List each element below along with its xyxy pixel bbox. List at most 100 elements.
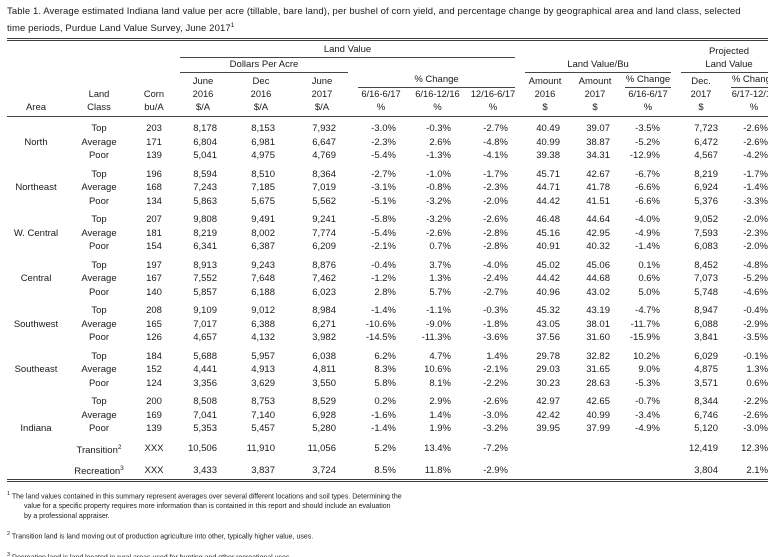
area-cell xyxy=(7,299,65,318)
value-cell: -1.4% xyxy=(371,423,396,435)
value-cell: -2.1% xyxy=(371,241,396,253)
value-cell: 7,774 xyxy=(312,227,336,239)
value-cell: 6.2% xyxy=(374,350,396,362)
value-cell: 6,029 xyxy=(694,350,718,362)
table-row: Top 208 9,109 9,012 8,984 -1.4% -1.1% -0.3% 45.3… xyxy=(7,299,768,318)
value-cell: 4,567 xyxy=(694,150,718,162)
area-cell xyxy=(7,208,65,227)
area-cell: North xyxy=(24,136,48,148)
header-row-2: Dollars Per Acre Land Value/Bu Land Valu… xyxy=(7,58,768,74)
value-cell: -4.7% xyxy=(635,305,660,317)
value-cell: 45.32 xyxy=(536,305,560,317)
value-cell: 44.42 xyxy=(536,195,560,207)
value-cell: -3.0% xyxy=(371,123,396,135)
value-cell: 8,947 xyxy=(694,305,718,317)
table-row: Top 207 9,808 9,491 9,241 -5.8% -3.2% -2.6% 46.4… xyxy=(7,208,768,227)
value-cell: 5,120 xyxy=(694,423,718,435)
header-range: 6/16-6/17 xyxy=(628,89,668,100)
value-cell: 5,957 xyxy=(251,350,275,362)
value-cell: -9.0% xyxy=(426,318,451,330)
value-cell: 8,153 xyxy=(251,123,275,135)
value-cell: 2.6% xyxy=(429,136,451,148)
value-cell: -10.6% xyxy=(365,318,396,330)
land-class-cell: Average xyxy=(81,409,117,421)
value-cell: 5,376 xyxy=(694,195,718,207)
header-range: 6/16-6/17 xyxy=(361,89,401,100)
value-cell: 42.95 xyxy=(586,227,610,239)
value-cell: -1.7% xyxy=(483,168,508,180)
value-cell: 9,243 xyxy=(251,259,275,271)
value-cell: 3,433 xyxy=(193,464,217,476)
header-pct-change: % Change xyxy=(625,73,671,89)
area-cell xyxy=(7,345,65,364)
value-cell: -0.1% xyxy=(743,350,768,362)
header-unit: $ xyxy=(570,101,620,118)
value-cell: -6.6% xyxy=(635,182,660,194)
land-class-cell: Average xyxy=(81,273,117,285)
value-cell: -2.0% xyxy=(743,214,768,226)
value-cell: 5.7% xyxy=(429,286,451,298)
value-cell xyxy=(620,436,676,458)
table-row: Top 184 5,688 5,957 6,038 6.2% 4.7% 1.4% 29.78 32… xyxy=(7,345,768,364)
value-cell: -1.4% xyxy=(371,305,396,317)
header-dec: Dec xyxy=(252,76,270,88)
value-cell: 0.1% xyxy=(638,259,660,271)
value-cell: 8,219 xyxy=(193,227,217,239)
value-cell: 4,441 xyxy=(193,364,217,376)
value-cell: 6,088 xyxy=(694,318,718,330)
table-row: North Average 171 6,804 6,981 6,647 -2.3% 2.6% -… xyxy=(7,136,768,150)
value-cell: 10,506 xyxy=(187,443,217,455)
header-pct-change-proj-group: % Change xyxy=(726,73,768,89)
value-cell: 6,387 xyxy=(251,241,275,253)
value-cell: -5.4% xyxy=(371,227,396,239)
value-cell: 6,038 xyxy=(312,350,336,362)
footnote-text: 2 Transition land is land moving out of … xyxy=(7,531,314,541)
value-cell: 6,928 xyxy=(312,409,336,421)
value-cell: 167 xyxy=(146,273,162,285)
value-cell: 5.8% xyxy=(374,377,396,389)
area-cell: Central xyxy=(20,273,52,285)
header-spacer xyxy=(353,58,520,73)
value-cell xyxy=(570,436,620,458)
header-corn: Corn xyxy=(143,89,165,100)
footnote-ref-3: 3 xyxy=(120,465,124,473)
value-cell: -1.2% xyxy=(371,273,396,285)
value-cell: -6.7% xyxy=(635,168,660,180)
value-cell xyxy=(570,457,620,480)
value-cell: 7,185 xyxy=(251,182,275,194)
value-cell: 38.87 xyxy=(586,136,610,148)
value-cell: -1.1% xyxy=(426,305,451,317)
area-cell xyxy=(7,409,65,423)
value-cell: 46.48 xyxy=(536,214,560,226)
footnote-marker: 3 xyxy=(7,551,11,557)
value-cell: -11.7% xyxy=(630,318,660,330)
value-cell: -14.5% xyxy=(365,332,396,344)
value-cell: 4,975 xyxy=(251,150,275,162)
value-cell: -0.3% xyxy=(426,123,451,135)
value-cell: 3,629 xyxy=(251,377,275,389)
value-cell: 4,913 xyxy=(251,364,275,376)
table-row: Transition2 XXX 10,506 11,910 11,056 5.2% 13.4… xyxy=(7,436,768,458)
value-cell: 3,841 xyxy=(694,332,718,344)
footnote-text: 3 Recreation land is land located in rur… xyxy=(7,550,747,557)
value-cell: 42.67 xyxy=(586,168,610,180)
table-row: Recreation3 XXX 3,433 3,837 3,724 8.5% 11.8% -2… xyxy=(7,457,768,480)
value-cell: 139 xyxy=(146,150,162,162)
value-cell: 0.7% xyxy=(429,241,451,253)
value-cell: -0.7% xyxy=(635,396,660,408)
value-cell: 8,594 xyxy=(193,168,217,180)
value-cell: 2.9% xyxy=(429,396,451,408)
value-cell: 5,041 xyxy=(193,150,217,162)
area-cell xyxy=(7,286,65,300)
value-cell: 45.16 xyxy=(536,227,560,239)
value-cell: 6,209 xyxy=(312,241,336,253)
table-title-text: Table 1. Average estimated Indiana land … xyxy=(7,6,741,34)
footnote-marker: 2 xyxy=(7,531,11,538)
value-cell: 7,140 xyxy=(251,409,275,421)
table-row: Poor 124 3,356 3,629 3,550 5.8% 8.1% -2.2% 30.23… xyxy=(7,377,768,391)
value-cell: -0.4% xyxy=(743,305,768,317)
value-cell: -2.6% xyxy=(743,136,768,148)
value-cell: 4,811 xyxy=(312,364,336,376)
area-cell xyxy=(7,377,65,391)
value-cell: 40.96 xyxy=(536,286,560,298)
